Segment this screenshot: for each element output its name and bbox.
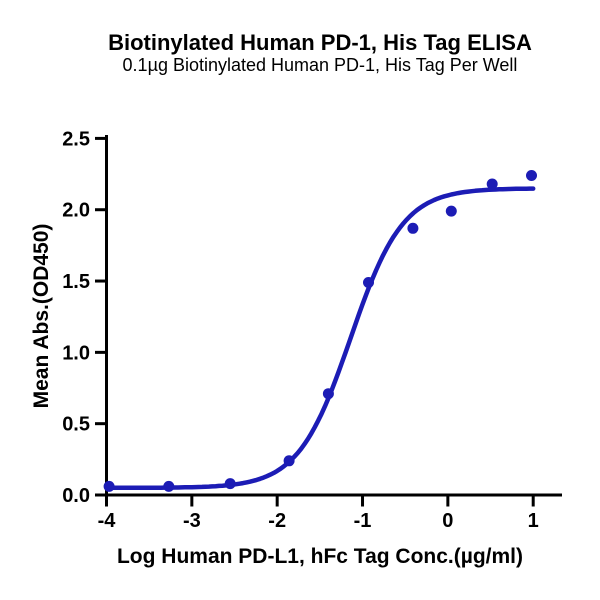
data-point [407, 222, 419, 234]
x-tick-label: -2 [268, 510, 286, 532]
data-point [445, 205, 457, 217]
x-axis-title: Log Human PD-L1, hFc Tag Conc.(µg/ml) [117, 545, 523, 568]
x-tick-label: -4 [98, 510, 117, 532]
chart-title: Biotinylated Human PD-1, His Tag ELISA [108, 30, 532, 55]
y-tick-label: 1.5 [62, 271, 90, 293]
y-tick-label: 0.5 [62, 414, 90, 436]
y-tick-label: 2.0 [62, 200, 90, 222]
data-point [283, 455, 295, 467]
x-tick-label: -1 [354, 510, 372, 532]
data-point [322, 388, 334, 400]
y-tick-label: 1.0 [62, 342, 90, 364]
data-point [486, 178, 498, 190]
data-point [163, 480, 175, 492]
data-point [224, 478, 236, 490]
data-point [103, 480, 115, 492]
y-tick-label: 2.5 [62, 128, 90, 150]
fit-curve [104, 186, 536, 491]
chart-subtitle: 0.1µg Biotinylated Human PD-1, His Tag P… [122, 55, 518, 75]
y-tick-label: 0.0 [62, 485, 90, 507]
data-point [526, 170, 537, 181]
x-tick-label: -3 [183, 510, 201, 532]
data-point [363, 277, 374, 288]
plot-generated-layer: 0.0 0.5 1.0 1.5 2.0 2.5 -4 -3 -2 -1 0 1 [62, 128, 562, 532]
x-tick-label: 0 [442, 510, 453, 532]
x-tick-label: 1 [528, 510, 539, 532]
y-axis-title: Mean Abs.(OD450) [30, 224, 53, 409]
